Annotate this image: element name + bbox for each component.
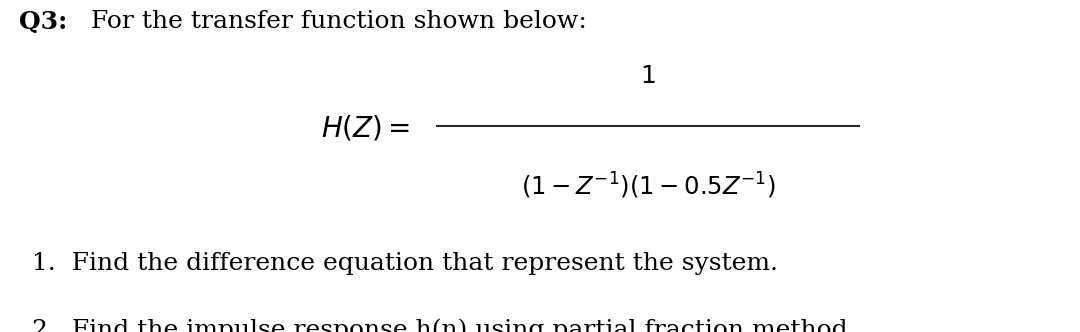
Text: For the transfer function shown below:: For the transfer function shown below: [83,10,588,33]
Text: Q3:: Q3: [19,10,68,34]
Text: $1$: $1$ [640,65,656,88]
Text: $H(Z) =$: $H(Z) =$ [321,113,410,142]
Text: $(1-Z^{-1})(1-0.5Z^{-1})$: $(1-Z^{-1})(1-0.5Z^{-1})$ [521,171,775,201]
Text: 2.  Find the impulse response h(n) using partial fraction method.: 2. Find the impulse response h(n) using … [32,319,856,332]
Text: 1.  Find the difference equation that represent the system.: 1. Find the difference equation that rep… [32,252,779,275]
